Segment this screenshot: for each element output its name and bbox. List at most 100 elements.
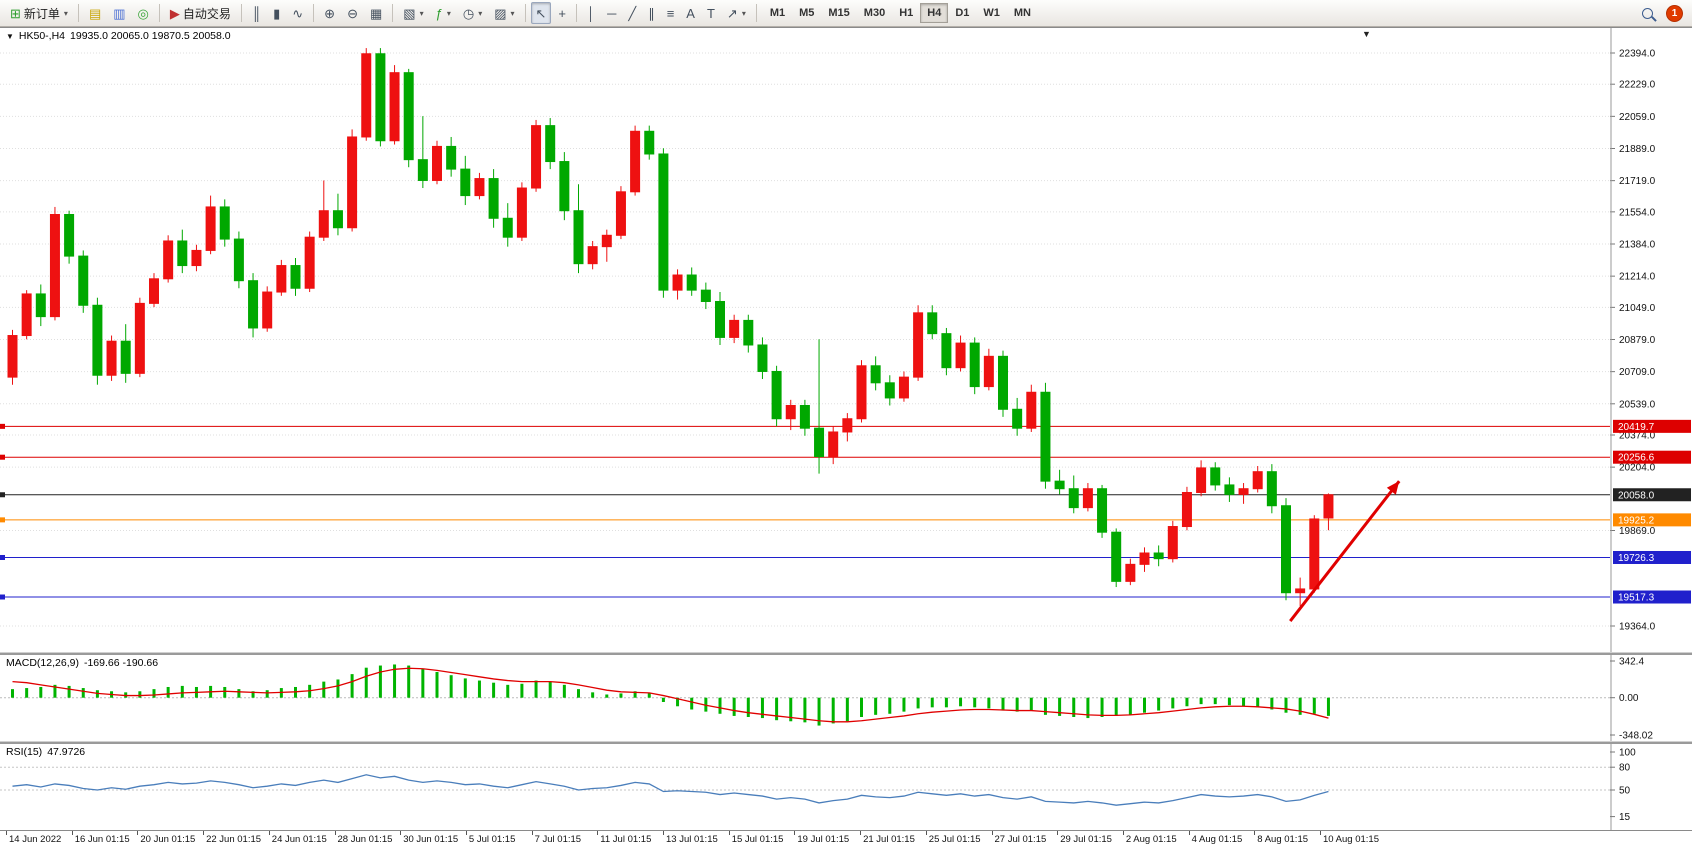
notifications-badge[interactable]: 1 xyxy=(1667,5,1682,21)
periods-icon: ◷ xyxy=(462,5,475,21)
horizontal-line-tool-button[interactable]: ─ xyxy=(602,2,621,24)
candle-up xyxy=(1139,552,1150,565)
trendline-tool-button[interactable]: ╱ xyxy=(623,2,641,24)
candle-up xyxy=(7,335,18,378)
candle-down xyxy=(35,293,46,318)
auto-arrange-dropdown-icon[interactable]: ▾ xyxy=(419,8,424,18)
navigator-button[interactable]: ◎ xyxy=(133,2,154,24)
price-level-badge-label: 20058.0 xyxy=(1618,490,1655,501)
price-tick-label: 20539.0 xyxy=(1619,399,1656,410)
timeframe-button-h1[interactable]: H1 xyxy=(892,3,920,23)
candle-down xyxy=(1097,488,1108,533)
text-tool-button[interactable]: A xyxy=(681,2,700,24)
time-axis[interactable]: 14 Jun 2022 16 Jun 01:15 20 Jun 01:15 22 Ju… xyxy=(0,830,1692,846)
level-anchor[interactable] xyxy=(0,454,5,460)
candle-up xyxy=(106,340,117,376)
templates-dropdown-icon[interactable]: ▾ xyxy=(510,8,515,18)
crosshair-button[interactable]: + xyxy=(553,2,571,24)
macd-label: MACD(12,26,9) xyxy=(6,657,79,669)
search-icon xyxy=(1642,7,1653,19)
candle-up xyxy=(898,376,909,399)
fibonacci-tool-button[interactable]: ≡ xyxy=(662,2,680,24)
vertical-line-tool-icon: │ xyxy=(587,5,596,21)
time-tick-label: 10 Aug 01:15 xyxy=(1323,834,1379,845)
candle-down xyxy=(248,280,259,329)
periods-button[interactable]: ◷ ▾ xyxy=(458,2,487,24)
candle-down xyxy=(1111,531,1122,582)
rsi-scale-label: 100 xyxy=(1619,748,1636,759)
candle-up xyxy=(516,187,527,238)
candle-down xyxy=(1012,408,1023,429)
candle-down xyxy=(927,312,938,335)
price-tick-label: 20374.0 xyxy=(1619,431,1656,442)
candle-down xyxy=(446,145,457,170)
chart-symbol-period: HK50-,H4 xyxy=(18,30,66,42)
chart-collapse-icon[interactable]: ▼ xyxy=(6,32,14,41)
templates-button[interactable]: ▨ ▾ xyxy=(489,2,519,24)
indicators-button[interactable]: ƒ ▾ xyxy=(431,2,456,24)
timeframe-button-m15[interactable]: M15 xyxy=(821,3,856,23)
time-tick-label: 5 Jul 01:15 xyxy=(468,834,516,845)
label-tool-button[interactable]: T xyxy=(702,2,720,24)
panel-resize-handle[interactable] xyxy=(0,741,1692,744)
auto-arrange-button[interactable]: ▧ ▾ xyxy=(398,2,428,24)
candle-down xyxy=(120,340,131,374)
price-level-badge-label: 19726.3 xyxy=(1618,553,1655,564)
timeframe-button-m30[interactable]: M30 xyxy=(857,3,892,23)
new-order-button[interactable]: ⊞ 新订单 ▾ xyxy=(5,2,73,24)
candlestick-chart-button[interactable]: ▮ xyxy=(268,2,285,24)
timeframe-button-m1[interactable]: M1 xyxy=(763,3,792,23)
trend-arrow-head[interactable] xyxy=(1386,481,1400,495)
auto-trading-button[interactable]: ▶ 自动交易 xyxy=(165,2,236,24)
market-watch-button[interactable]: ▤ xyxy=(84,2,106,24)
cursor-button[interactable]: ↖ xyxy=(530,2,552,24)
candle-up xyxy=(134,302,145,374)
timeframe-button-h4[interactable]: H4 xyxy=(920,3,949,23)
indicators-dropdown-icon[interactable]: ▾ xyxy=(446,8,451,18)
rsi-panel: 100 80 50 15 RSI(15) 47.9726 xyxy=(0,744,1692,830)
auto-trading-label: 自动交易 xyxy=(182,6,231,21)
macd-plot[interactable]: 342.4 0.00 -348.02 xyxy=(0,655,1692,741)
tile-windows-button[interactable]: ▦ xyxy=(365,2,387,24)
level-anchor[interactable] xyxy=(0,517,5,523)
price-level-badge xyxy=(1613,488,1691,502)
level-anchor[interactable] xyxy=(0,423,5,429)
candle-down xyxy=(545,125,556,163)
channel-tool-button[interactable]: ∥ xyxy=(643,2,660,24)
timeframe-button-d1[interactable]: D1 xyxy=(948,3,976,23)
trendline-tool-icon: ╱ xyxy=(628,5,637,21)
timeframe-button-m5[interactable]: M5 xyxy=(792,3,821,23)
time-tick-label: 20 Jun 01:15 xyxy=(140,834,196,845)
level-anchor[interactable] xyxy=(0,554,5,560)
zoom-out-button[interactable]: ⊖ xyxy=(342,2,363,24)
time-tick xyxy=(400,831,402,835)
price-tick-label: 21384.0 xyxy=(1619,240,1656,251)
line-chart-button[interactable]: ∿ xyxy=(287,2,308,24)
periods-dropdown-icon[interactable]: ▾ xyxy=(478,8,483,18)
candle-down xyxy=(1210,467,1221,486)
bar-chart-button[interactable]: ║ xyxy=(247,2,266,24)
timeframe-button-mn[interactable]: MN xyxy=(1007,3,1038,23)
rsi-plot[interactable]: 100 80 50 15 xyxy=(0,744,1692,830)
timeframe-button-w1[interactable]: W1 xyxy=(976,3,1007,23)
candle-up xyxy=(163,240,174,280)
chart-shift-marker-icon[interactable]: ▼ xyxy=(1362,29,1371,39)
price-tick-label: 22059.0 xyxy=(1619,112,1656,123)
trend-arrow-line[interactable] xyxy=(1289,480,1401,623)
time-tick xyxy=(1057,831,1059,835)
chart-plot[interactable]: 22394.0 22229.0 22059.0 21889.0 21719.0 21554… xyxy=(0,28,1692,652)
candle-down xyxy=(998,355,1008,410)
shapes-tool-button[interactable]: ↗ ▾ xyxy=(722,2,751,24)
level-anchor[interactable] xyxy=(0,492,5,498)
candle-down xyxy=(64,213,75,257)
new-order-dropdown-icon[interactable]: ▾ xyxy=(63,8,68,18)
macd-panel: 342.4 0.00 -348.02 MACD(12,26,9) -169.66 -1… xyxy=(0,655,1692,741)
panel-resize-handle[interactable] xyxy=(0,652,1692,655)
vertical-line-tool-button[interactable]: │ xyxy=(582,2,600,24)
zoom-in-button[interactable]: ⊕ xyxy=(319,2,340,24)
search-button[interactable] xyxy=(1637,2,1658,24)
data-window-button[interactable]: ▥ xyxy=(108,2,130,24)
macd-scale-label: 0.00 xyxy=(1619,693,1639,704)
level-anchor[interactable] xyxy=(0,594,5,600)
shapes-tool-dropdown-icon[interactable]: ▾ xyxy=(741,8,746,18)
